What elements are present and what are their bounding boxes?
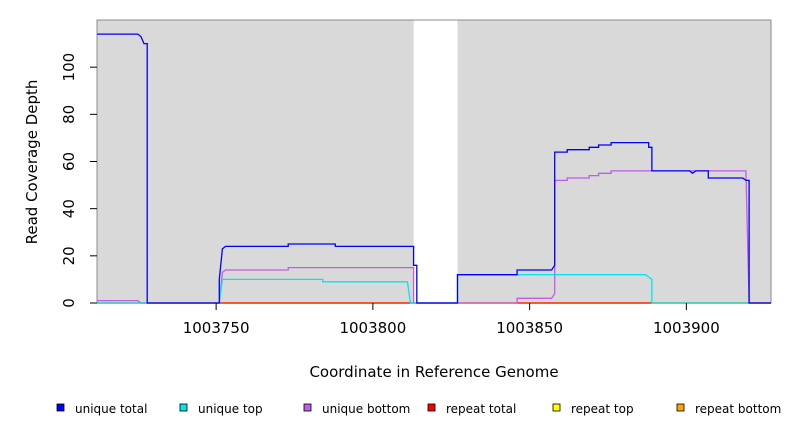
y-axis-title: Read Coverage Depth — [23, 80, 41, 245]
legend-label: repeat total — [446, 402, 516, 416]
legend: unique total unique top unique bottom repea… — [56, 402, 781, 416]
legend-item: repeat top — [552, 402, 634, 416]
y-tick-label: 40 — [60, 199, 78, 218]
legend-item: unique top — [179, 402, 263, 416]
legend-label: unique total — [75, 402, 147, 416]
shaded-region — [457, 20, 771, 303]
y-tick-label: 60 — [60, 152, 78, 171]
legend-item: unique total — [56, 402, 147, 416]
y-tick-label: 20 — [60, 246, 78, 265]
axes: 1003750 1003800 1003850 1003900 0 20 40 60 80 100 — [60, 53, 720, 337]
x-tick-label: 1003900 — [653, 319, 720, 337]
legend-item: unique bottom — [303, 402, 410, 416]
x-axis-title: Coordinate in Reference Genome — [309, 363, 558, 381]
x-tick-label: 1003750 — [183, 319, 250, 337]
legend-swatch — [303, 403, 312, 412]
series-line-unique-total — [97, 33, 771, 304]
legend-swatch — [56, 403, 65, 412]
y-tick-label: 100 — [60, 53, 78, 82]
legend-item: repeat bottom — [676, 402, 781, 416]
legend-swatch — [552, 403, 561, 412]
legend-label: unique bottom — [322, 402, 410, 416]
x-tick-label: 1003800 — [339, 319, 406, 337]
shaded-region — [97, 20, 414, 303]
legend-item: repeat total — [427, 402, 516, 416]
series-line-unique-bottom — [97, 170, 771, 304]
series-lines — [97, 33, 771, 304]
y-tick-label: 0 — [60, 298, 78, 308]
legend-swatch — [427, 403, 436, 412]
legend-swatch — [676, 403, 685, 412]
legend-label: repeat top — [571, 402, 634, 416]
legend-label: unique top — [198, 402, 263, 416]
legend-swatch — [179, 403, 188, 412]
plot-panel — [96, 19, 772, 304]
y-tick-label: 80 — [60, 105, 78, 124]
legend-label: repeat bottom — [695, 402, 781, 416]
x-tick-label: 1003850 — [496, 319, 563, 337]
